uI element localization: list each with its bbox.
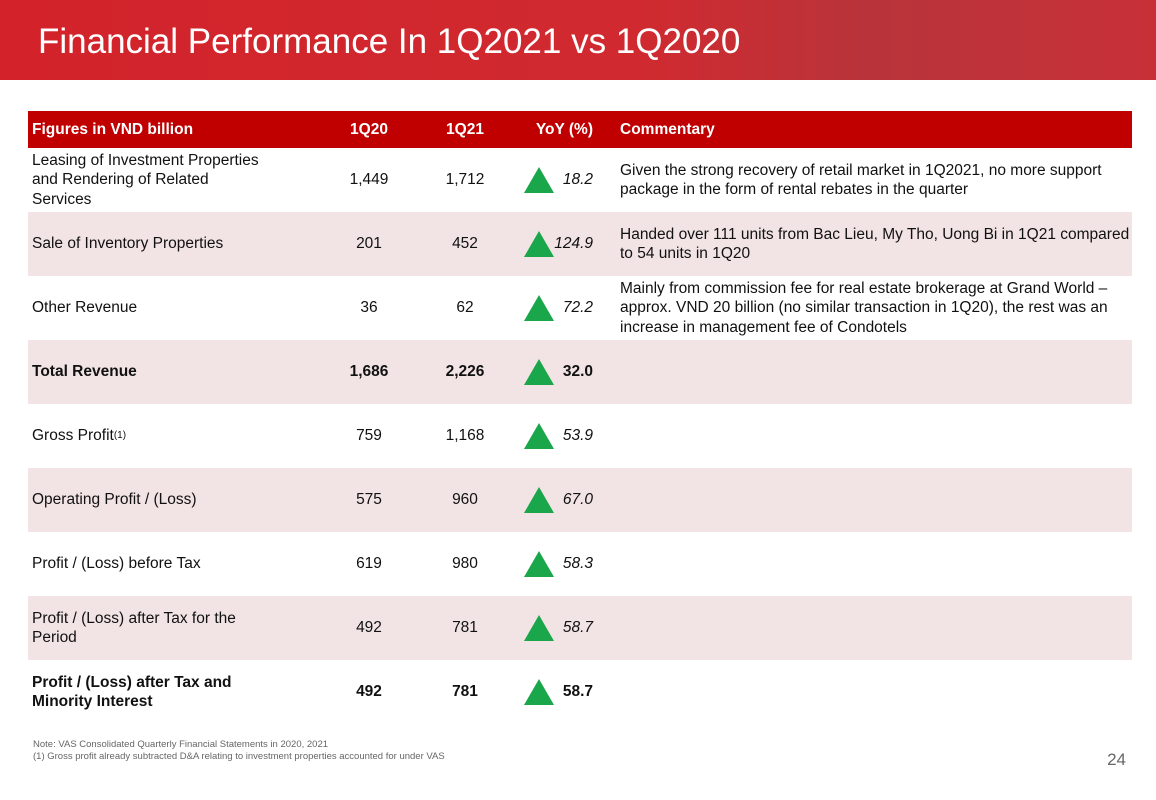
commentary: Given the strong recovery of retail mark… [620,161,1102,199]
page-number: 24 [1107,750,1126,769]
column-header: Commentary [620,120,715,138]
up-arrow [524,295,554,321]
up-arrow [524,551,554,577]
up-arrow [524,615,554,641]
value-1q20: 492 [356,619,382,637]
notes: Note: VAS Consolidated Quarterly Financi… [33,739,445,763]
value-1q20: 201 [356,235,382,253]
row-label: Leasing of Investment Properties and Ren… [32,148,272,212]
value-1q20: 492 [356,683,382,701]
label-text: Operating Profit / (Loss) [32,491,197,509]
value-1q21: 781 [452,683,478,701]
triangle [524,423,554,449]
value-1q21: 452 [452,235,478,253]
triangle [524,231,554,257]
value-1q20: 1,686 [349,363,389,381]
triangle [524,679,554,705]
triangle [524,359,554,385]
label-text: Profit / (Loss) before Tax [32,555,201,573]
row-label: Gross Profit (1) [32,404,272,468]
value-1q20: 575 [356,491,382,509]
label-text: Leasing of Investment Properties and Ren… [32,151,259,208]
table-row: Profit / (Loss) before Tax 619 980 58.3 [28,532,1132,596]
up-arrow [524,231,554,257]
label-text: Total Revenue [32,363,137,381]
table-row: Operating Profit / (Loss) 575 960 67.0 [28,468,1132,532]
value-1q20: 1,449 [349,171,389,189]
title: Financial Performance In 1Q2021 vs 1Q202… [38,22,741,61]
yoy: 124.9 [554,235,593,253]
triangle [524,167,554,193]
note: (1) Gross profit already subtracted D&A … [33,751,445,762]
label-text: Profit / (Loss) after Tax and Minority I… [32,673,232,711]
value-1q20: 36 [360,299,378,317]
triangle [524,551,554,577]
label-text: Profit / (Loss) after Tax for the Period [32,609,236,647]
row-label: Other Revenue [32,276,272,340]
row-label: Sale of Inventory Properties [32,212,272,276]
value-1q20: 759 [356,427,382,445]
column-header: 1Q20 [350,120,388,138]
label-text: Other Revenue [32,299,138,317]
column-header: 1Q21 [446,120,484,138]
up-arrow [524,679,554,705]
table-row: Gross Profit (1) 759 1,168 53.9 [28,404,1132,468]
yoy: 53.9 [562,427,593,445]
up-arrow [524,487,554,513]
yoy: 67.0 [562,491,593,509]
value-1q21: 960 [452,491,478,509]
triangle [524,295,554,321]
value-1q21: 2,226 [445,363,485,381]
value-1q21: 1,168 [445,427,485,445]
commentary: Handed over 111 units from Bac Lieu, My … [620,225,1130,263]
up-arrow [524,359,554,385]
yoy: 32.0 [562,363,593,381]
label-text: Sale of Inventory Properties [32,235,224,253]
row-label: Total Revenue [32,340,272,404]
header-row: Figures in VND billion 1Q20 1Q21 YoY (%)… [28,111,1132,148]
commentary: Mainly from commission fee for real esta… [620,279,1108,336]
table-row: Profit / (Loss) after Tax for the Period… [28,596,1132,660]
yoy: 58.7 [562,619,593,637]
value-1q20: 619 [356,555,382,573]
up-arrow [524,423,554,449]
table-row: Other Revenue 36 62 72.2 Mainly from commiss… [28,276,1132,340]
row-label: Operating Profit / (Loss) [32,468,272,532]
yoy: 18.2 [562,171,593,189]
table-row: Total Revenue 1,686 2,226 32.0 [28,340,1132,404]
column-header: YoY (%) [535,120,593,138]
triangle [524,487,554,513]
yoy: 58.7 [562,683,593,701]
triangle [524,615,554,641]
up-arrow [524,167,554,193]
footnote-ref: (1) [113,430,127,442]
row-label: Profit / (Loss) after Tax and Minority I… [32,660,272,724]
yoy: 58.3 [562,555,593,573]
note: Note: VAS Consolidated Quarterly Financi… [33,739,329,750]
value-1q21: 781 [452,619,478,637]
table-row: Profit / (Loss) after Tax and Minority I… [28,660,1132,724]
value-1q21: 1,712 [445,171,485,189]
yoy: 72.2 [562,299,593,317]
column-header: Figures in VND billion [32,120,194,138]
row-label: Profit / (Loss) before Tax [32,532,272,596]
header: Financial Performance In 1Q2021 vs 1Q202… [0,0,1156,80]
label-text: Gross Profit [32,427,114,445]
table-row: Leasing of Investment Properties and Ren… [28,148,1132,212]
value-1q21: 980 [452,555,478,573]
table-row: Sale of Inventory Properties 201 452 124.9 H… [28,212,1132,276]
row-label: Profit / (Loss) after Tax for the Period [32,596,272,660]
value-1q21: 62 [456,299,474,317]
